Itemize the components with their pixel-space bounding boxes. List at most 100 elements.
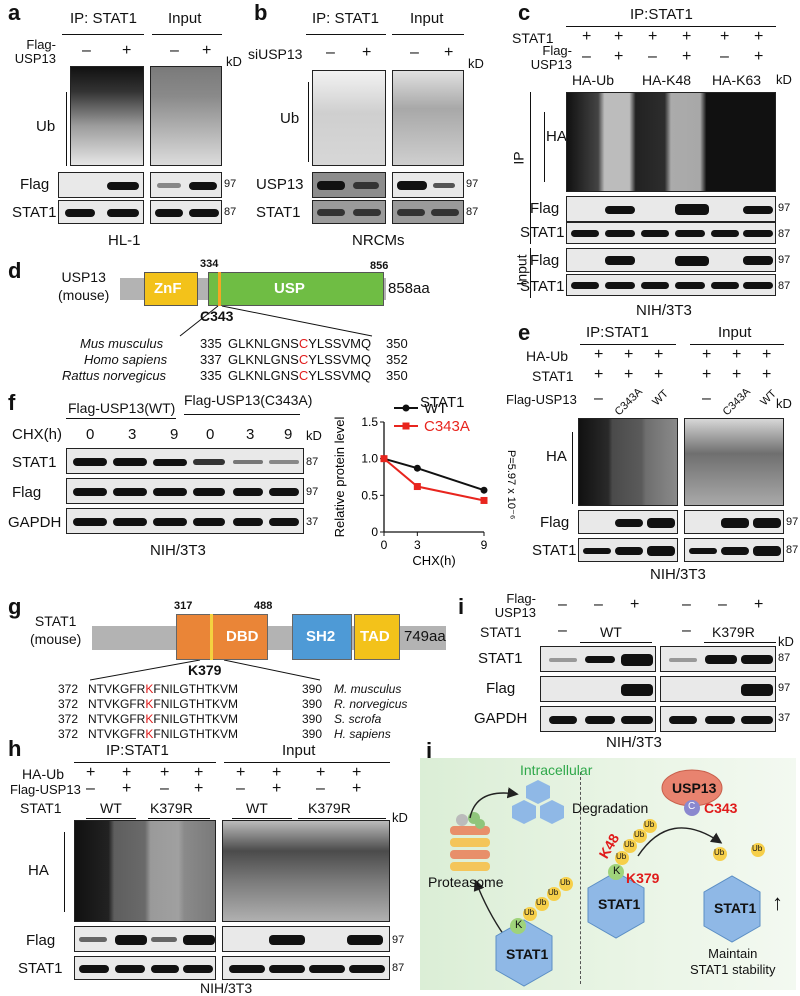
g-seq: NTVKGFRKFNILGTHTKVM <box>88 712 239 726</box>
c-mw-87: 87 <box>778 228 791 240</box>
f-time: 0 <box>86 426 95 443</box>
b-blot-label-stat1: STAT1 <box>256 204 301 221</box>
e-ip-header: IP:STAT1 <box>586 324 649 341</box>
d-pos-856: 856 <box>370 260 389 272</box>
stat1-hexagon <box>703 875 761 943</box>
f-kd-label: kD <box>306 428 322 443</box>
d-seq: GLKNLGNSCYLSSVMQ <box>228 352 372 367</box>
j-proteasome: Proteasome <box>428 874 504 890</box>
c-sign: + <box>754 28 764 45</box>
e-cell-line: NIH/3T3 <box>650 566 706 583</box>
e-sign: – <box>702 390 711 407</box>
f-time: 9 <box>284 426 293 443</box>
g-end: 390 <box>302 697 323 711</box>
h-row-flag-usp13: Flag-USP13 <box>10 782 81 797</box>
g-species: S. scrofa <box>334 712 382 726</box>
c-kd-label: kD <box>776 72 792 87</box>
b-input-header: Input <box>410 10 444 27</box>
a-stat1-input-blot <box>150 200 222 224</box>
h-k379r-ip: K379R <box>150 800 193 816</box>
d-znf-domain <box>144 272 198 306</box>
e-sign: + <box>594 366 604 383</box>
degradation-hexagon <box>526 780 550 804</box>
j-ub: Ub <box>548 888 559 897</box>
j-k379-label: K379 <box>626 870 660 886</box>
f-mw-97: 97 <box>306 486 319 498</box>
h-flag-input-blot <box>222 926 390 952</box>
c-sign: + <box>754 48 764 65</box>
j-arrow-up: ↑ <box>772 890 783 915</box>
g-seq: NTVKGFRKFNILGTHTKVM <box>88 682 239 696</box>
d-seq: GLKNLGNSCYLSSVMQ <box>228 336 372 351</box>
h-sign: + <box>352 764 362 781</box>
ub-icon <box>535 897 549 911</box>
b-blot-label-ub: Ub <box>280 110 300 127</box>
h-sign: + <box>122 764 132 781</box>
d-species: Rattus norvegicus <box>62 368 167 383</box>
g-sh2-domain <box>292 614 352 660</box>
d-length: 858aa <box>388 280 430 297</box>
j-divider <box>580 772 581 984</box>
e-sign: + <box>702 346 712 363</box>
series-line-c343a <box>383 457 485 502</box>
f-blot-label-flag: Flag <box>12 484 42 501</box>
h-wt-input: WT <box>246 800 268 816</box>
d-seq: GLKNLGNSCYLSSVMQ <box>228 368 372 383</box>
b-blot-label-usp13: USP13 <box>256 176 304 193</box>
ub-icon <box>623 839 637 853</box>
d-c343-marker <box>218 272 221 306</box>
a-flag-ip-blot <box>58 172 144 198</box>
e-sign: + <box>624 346 634 363</box>
c-sign: + <box>614 48 624 65</box>
j-ub: Ub <box>624 840 635 849</box>
b-siusp13-row-label: siUSP13 <box>248 46 303 62</box>
panel-h-label: h <box>8 736 22 761</box>
ub-icon <box>643 819 657 833</box>
j-schematic-background <box>420 758 796 990</box>
h-sign: + <box>316 764 326 781</box>
i-cell-line: NIH/3T3 <box>606 734 662 751</box>
i-sign: + <box>754 596 764 613</box>
f-mw-87: 87 <box>306 456 319 468</box>
h-blot-label-flag: Flag <box>26 932 56 949</box>
j-schematic <box>450 769 765 987</box>
e-kd-label: kD <box>776 396 792 411</box>
a-ip-header: IP: STAT1 <box>70 10 137 27</box>
j-title: Intracellular <box>520 762 593 778</box>
a-sign: – <box>82 42 91 59</box>
e-ha-input-blot <box>684 418 784 506</box>
y-tick-label: 0 <box>371 525 378 539</box>
h-row-stat1: STAT1 <box>20 800 62 816</box>
i-blot-label-flag: Flag <box>486 680 516 697</box>
a-blot-label-ub: Ub <box>36 118 56 135</box>
ub-icon <box>713 847 727 861</box>
f-stat1-blot <box>66 448 304 474</box>
a-blot-label-stat1: STAT1 <box>12 204 57 221</box>
e-sign: + <box>762 366 772 383</box>
e-mw-97: 97 <box>786 516 799 528</box>
b-ub-input-blot <box>392 70 464 166</box>
i-gapdh-k379r-blot <box>660 706 776 732</box>
p-value-annotation: P=5.97 x 10⁻⁶ <box>505 450 517 519</box>
j-ub: Ub <box>644 820 655 829</box>
i-sign: + <box>630 596 640 613</box>
a-blot-label-flag: Flag <box>20 176 50 193</box>
proteasome-icon <box>450 812 490 871</box>
c-sign: + <box>648 28 658 45</box>
j-ub: Ub <box>536 898 547 907</box>
j-c343-label: C343 <box>704 800 738 816</box>
degradation-hexagon <box>512 800 536 824</box>
a-sign: – <box>170 42 179 59</box>
legend-marker <box>402 422 410 430</box>
x-tick-label: 3 <box>414 538 421 552</box>
i-flag-k379r-blot <box>660 676 776 702</box>
h-sign: + <box>194 780 204 797</box>
e-blot-label-stat1: STAT1 <box>532 542 577 559</box>
i-gapdh-wt-blot <box>540 706 656 732</box>
j-stat1-left: STAT1 <box>506 946 549 962</box>
h-sign: – <box>86 780 95 797</box>
d-zoom-lines <box>179 306 373 337</box>
panel-d-label: d <box>8 258 22 283</box>
c-row-stat1: STAT1 <box>512 30 554 46</box>
e-stat1-ip-blot <box>578 538 678 562</box>
